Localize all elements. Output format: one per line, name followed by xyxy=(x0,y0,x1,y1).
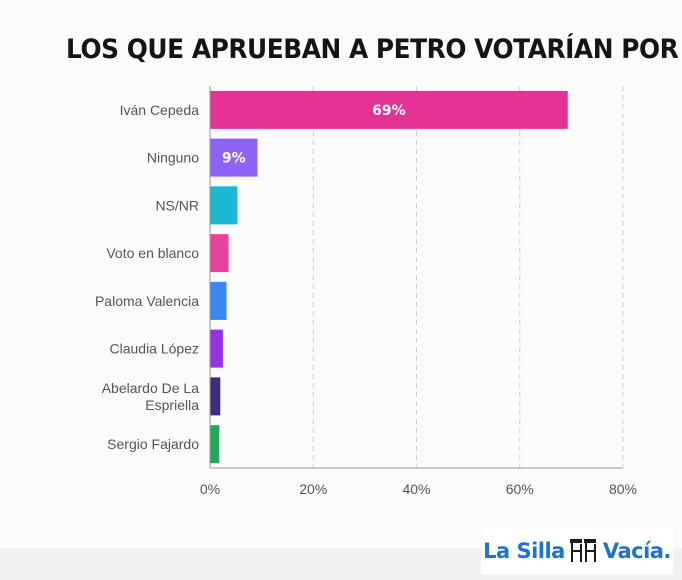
bar xyxy=(210,186,238,225)
bar-chart: 0% 20% 40% 60% 80% Iván Cepeda 69% Ninguno 9% NS/… xyxy=(95,86,637,497)
x-tick-label: 0% xyxy=(200,481,220,497)
bar xyxy=(210,90,568,129)
la-silla-vacia-logo[interactable]: La Silla Vacía. xyxy=(481,528,673,574)
bar xyxy=(210,425,220,464)
x-tick-label: 20% xyxy=(299,481,327,497)
bar xyxy=(210,234,229,273)
chairs-icon xyxy=(569,539,596,562)
logo-text-right: Vacía. xyxy=(602,539,672,563)
category-label: Claudia López xyxy=(109,341,199,357)
category-label: Ninguno xyxy=(147,150,199,166)
logo-text-left: La Silla xyxy=(483,539,565,563)
bar xyxy=(210,329,223,368)
category-label: Paloma Valencia xyxy=(95,293,199,309)
data-label: 69% xyxy=(372,103,406,119)
category-label: Iván Cepeda xyxy=(120,102,200,118)
category-label: NS/NR xyxy=(155,197,199,213)
category-label: Sergio Fajardo xyxy=(107,436,199,452)
bar xyxy=(210,377,221,416)
x-tick-label: 80% xyxy=(609,481,637,497)
bar xyxy=(210,138,258,177)
category-label: Abelardo De La xyxy=(102,380,200,396)
category-label: Voto en blanco xyxy=(106,245,199,261)
data-label: 9% xyxy=(222,151,246,167)
chart-title: LOS QUE APRUEBAN A PETRO VOTARÍAN POR xyxy=(66,34,679,65)
x-tick-label: 60% xyxy=(506,481,534,497)
category-label: Espriella xyxy=(145,397,199,413)
bar xyxy=(210,281,227,320)
x-tick-label: 40% xyxy=(402,481,430,497)
